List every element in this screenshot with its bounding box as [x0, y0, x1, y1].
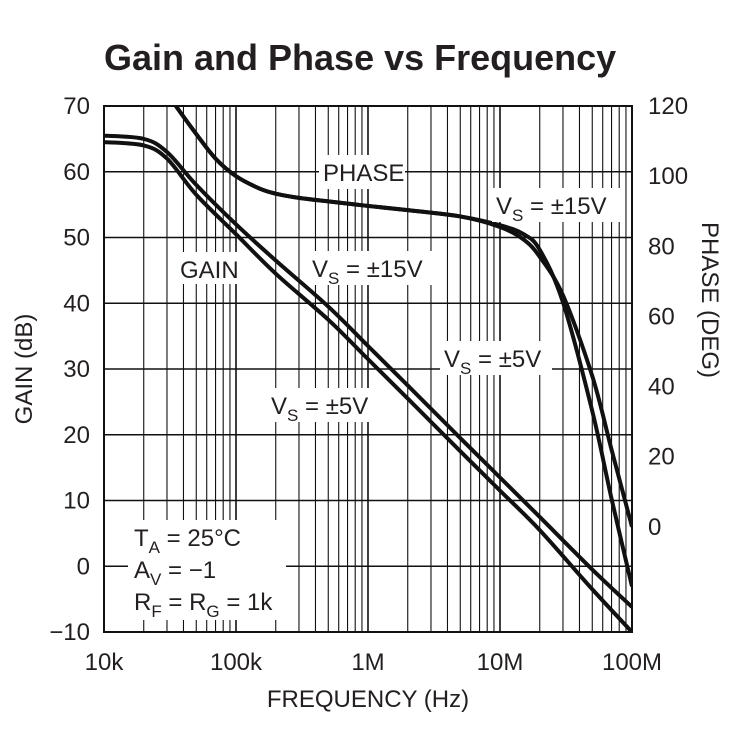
x-tick-label: 100k: [210, 649, 263, 676]
condition-line: AV = −1: [134, 557, 216, 589]
y-axis-label-right: PHASE (DEG): [696, 222, 723, 378]
series-line-gain-vs-5: [104, 140, 632, 632]
y-tick-label-right: 60: [648, 303, 675, 330]
condition-line: TA = 25°C: [134, 525, 241, 557]
x-tick-label: 10k: [85, 649, 125, 676]
annotation-bg: [308, 251, 436, 285]
phase-label: PHASE: [323, 160, 404, 187]
x-tick-label: 100M: [602, 649, 662, 676]
y-tick-label-left: 0: [77, 553, 90, 580]
phase-vs15-label: VS = ±15V: [496, 193, 607, 225]
annotation-bg: [319, 155, 405, 189]
phase-vs5-label: VS = ±5V: [444, 346, 541, 378]
y-axis-label-left: GAIN (dB): [11, 314, 38, 425]
annotation-bg: [440, 341, 552, 375]
x-axis-label: FREQUENCY (Hz): [267, 686, 469, 713]
y-tick-label-right: 100: [648, 163, 688, 190]
chart-title: Gain and Phase vs Frequency: [104, 37, 616, 78]
y-tick-label-right: 20: [648, 444, 675, 471]
y-tick-label-left: 20: [63, 422, 90, 449]
gain-label: GAIN: [180, 257, 239, 284]
conditions-bg: [128, 520, 286, 620]
series-line-phase-vs-5: [174, 106, 632, 587]
y-tick-label-left: −10: [49, 619, 90, 646]
y-tick-label-left: 70: [63, 93, 90, 120]
y-tick-label-left: 10: [63, 488, 90, 515]
x-tick-label: 1M: [351, 649, 384, 676]
y-tick-label-left: 50: [63, 225, 90, 252]
y-tick-label-right: 120: [648, 93, 688, 120]
y-tick-label-right: 80: [648, 233, 675, 260]
x-tick-label: 10M: [477, 649, 524, 676]
gain-vs15-label: VS = ±15V: [312, 256, 423, 288]
annotation-bg: [176, 252, 242, 284]
tick-labels: 10k 100k 1M 10M 100M706050403020100−10120100…: [49, 93, 688, 676]
y-tick-label-left: 60: [63, 159, 90, 186]
y-tick-label-right: 40: [648, 374, 675, 401]
gain-vs5-label: VS = ±5V: [271, 393, 368, 425]
annotation-bg: [267, 388, 379, 422]
annotations: PHASE GAIN VS = ±15V VS = ±15V VS = ±5V VS = …: [128, 155, 620, 621]
annotation-bg: [492, 188, 620, 222]
y-tick-label-right: 0: [648, 514, 661, 541]
y-tick-label-left: 30: [63, 356, 90, 383]
y-tick-label-left: 40: [63, 290, 90, 317]
condition-line: RF = RG = 1k: [134, 589, 273, 621]
series-line-gain-vs-15: [104, 133, 632, 609]
series: [104, 106, 632, 632]
plot-frame: [103, 105, 633, 633]
